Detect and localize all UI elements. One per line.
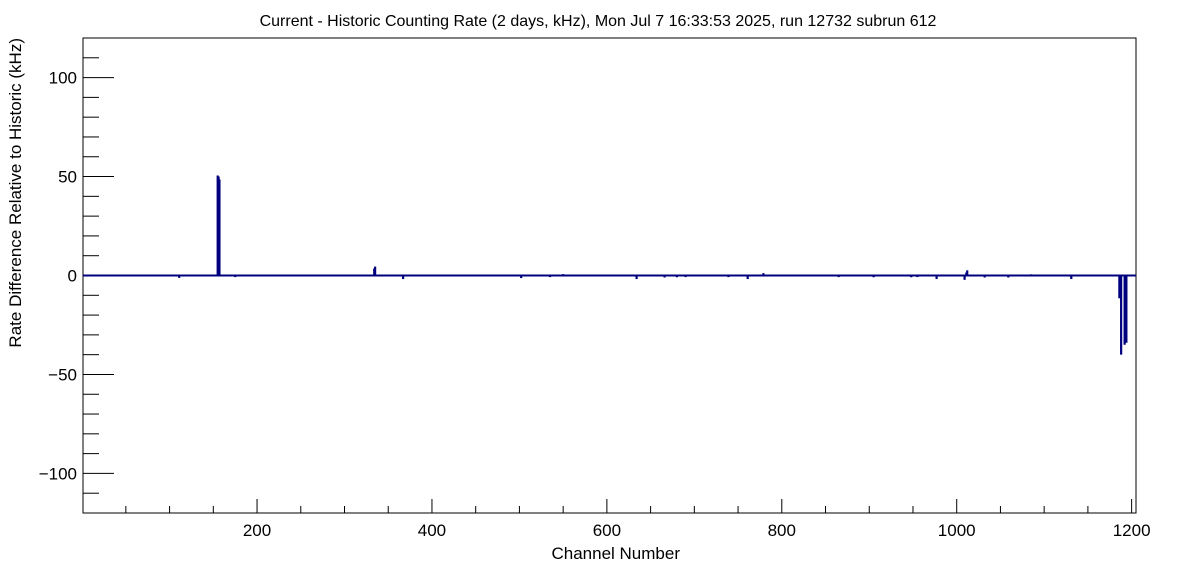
plot-area: −100 −50 0 50 100 200 400 600 800 1000 1200	[39, 37, 1151, 540]
x-tick-label: 1200	[1113, 521, 1151, 540]
x-tick-label: 400	[418, 521, 446, 540]
y-tick-label: 50	[58, 168, 77, 187]
chart-title: Current - Historic Counting Rate (2 days…	[260, 13, 937, 30]
y-tick-label: −50	[48, 365, 77, 384]
y-tick-label: −100	[39, 464, 77, 483]
x-axis-label: Channel Number	[551, 544, 680, 563]
x-tick-label: 800	[768, 521, 796, 540]
x-tick-label: 1000	[938, 521, 976, 540]
y-tick-label: 0	[68, 267, 77, 286]
y-tick-label: 100	[49, 69, 77, 88]
y-axis-label: Rate Difference Relative to Historic (kH…	[6, 38, 25, 348]
x-tick-label: 600	[593, 521, 621, 540]
x-tick-label: 200	[243, 521, 271, 540]
